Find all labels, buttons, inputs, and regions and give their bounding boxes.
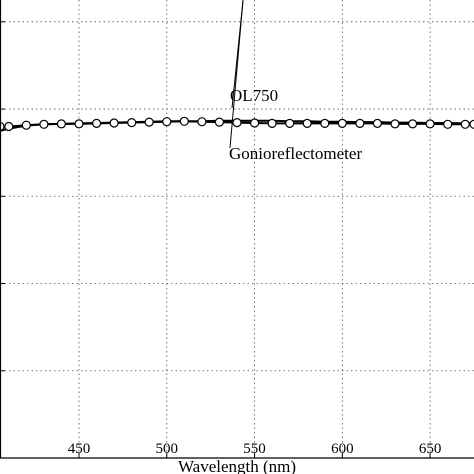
annotation-label: Gonioreflectometer xyxy=(229,144,362,163)
data-point xyxy=(144,117,154,127)
data-point xyxy=(390,119,400,129)
data-point xyxy=(337,118,347,129)
data-point xyxy=(109,118,119,128)
annotation-leader xyxy=(229,0,244,149)
data-point xyxy=(127,117,137,128)
annotation-label: OL750 xyxy=(230,86,278,105)
data-point xyxy=(4,121,14,132)
data-point xyxy=(179,116,189,126)
data-point xyxy=(267,118,277,129)
data-point xyxy=(443,119,453,129)
data-point xyxy=(56,119,67,129)
data-point xyxy=(302,118,312,129)
data-point xyxy=(39,119,49,129)
x-tick-label: 550 xyxy=(243,441,266,457)
data-point xyxy=(250,118,260,128)
data-point xyxy=(162,117,172,127)
x-axis-title: Wavelength (nm) xyxy=(178,457,296,474)
x-tick-label: 500 xyxy=(156,441,179,457)
x-tick-label: 600 xyxy=(331,441,354,457)
data-point xyxy=(425,119,435,129)
data-point xyxy=(232,117,242,128)
series-layer xyxy=(0,116,474,132)
data-point xyxy=(372,118,382,129)
x-tick-label: 450 xyxy=(68,441,91,457)
data-point xyxy=(355,118,365,129)
data-point xyxy=(214,117,224,127)
data-point xyxy=(320,118,330,129)
annotations: OL750 Gonioreflectometer xyxy=(229,0,362,163)
data-point xyxy=(74,119,84,129)
data-point xyxy=(469,119,474,129)
data-point xyxy=(91,118,102,129)
data-point xyxy=(197,117,207,127)
data-point xyxy=(285,118,295,129)
data-point xyxy=(408,119,418,129)
data-point xyxy=(460,119,470,129)
data-point xyxy=(21,120,31,130)
x-tick-label: 650 xyxy=(419,441,442,457)
